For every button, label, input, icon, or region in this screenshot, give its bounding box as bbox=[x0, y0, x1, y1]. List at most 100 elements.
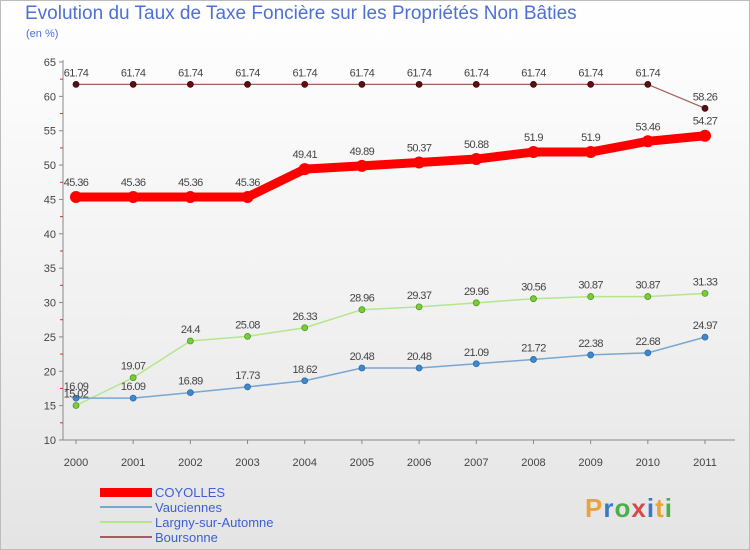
data-label-coyolles: 45.36 bbox=[64, 177, 89, 189]
data-point-largny-sur-automne bbox=[129, 374, 137, 382]
data-point-vauciennes bbox=[587, 351, 595, 359]
x-tick-label: 2002 bbox=[178, 457, 202, 469]
y-tick-label: 65 bbox=[44, 57, 56, 69]
data-label-largny-sur-automne: 25.08 bbox=[235, 319, 260, 331]
legend-label-largny: Largny-sur-Automne bbox=[155, 515, 274, 530]
y-tick-label: 40 bbox=[44, 229, 56, 241]
y-tick-label: 20 bbox=[44, 366, 56, 378]
data-label-largny-sur-automne: 15.02 bbox=[64, 388, 89, 400]
data-point-largny-sur-automne bbox=[587, 293, 595, 300]
data-label-vauciennes: 16.09 bbox=[121, 381, 146, 393]
data-label-coyolles: 49.89 bbox=[350, 146, 375, 158]
data-label-largny-sur-automne: 19.07 bbox=[121, 361, 146, 373]
data-point-boursonne bbox=[472, 81, 480, 88]
data-label-largny-sur-automne: 24.4 bbox=[181, 324, 200, 336]
data-label-coyolles: 51.9 bbox=[581, 132, 600, 144]
series-line-largny-sur-automne bbox=[75, 292, 706, 407]
logo-letter: r bbox=[603, 493, 615, 523]
data-point-coyolles bbox=[184, 190, 197, 203]
data-point-boursonne bbox=[72, 81, 80, 88]
data-point-coyolles bbox=[641, 135, 654, 148]
data-point-largny-sur-automne bbox=[644, 293, 652, 300]
legend-label-vauciennes: Vauciennes bbox=[155, 500, 222, 515]
chart-title: Evolution du Taux de Taxe Foncière sur l… bbox=[25, 3, 577, 24]
y-tick-label: 60 bbox=[44, 91, 56, 103]
logo-letter: i bbox=[646, 493, 656, 523]
data-point-coyolles bbox=[413, 156, 426, 169]
data-point-boursonne bbox=[186, 81, 194, 88]
data-point-coyolles bbox=[527, 146, 540, 159]
data-point-largny-sur-automne bbox=[72, 402, 80, 409]
y-tick-label: 35 bbox=[44, 263, 56, 275]
data-point-boursonne bbox=[587, 81, 595, 88]
data-label-boursonne: 61.74 bbox=[521, 67, 546, 79]
data-point-boursonne bbox=[244, 81, 251, 88]
data-label-vauciennes: 20.48 bbox=[407, 351, 432, 363]
data-point-boursonne bbox=[301, 81, 309, 88]
data-point-vauciennes bbox=[72, 394, 80, 402]
y-tick-label: 50 bbox=[44, 160, 56, 172]
data-label-coyolles: 45.36 bbox=[121, 177, 146, 189]
data-point-coyolles bbox=[699, 129, 711, 142]
x-tick-label: 2001 bbox=[121, 457, 145, 469]
y-tick-label: 55 bbox=[44, 126, 56, 138]
data-label-boursonne: 61.74 bbox=[350, 67, 375, 79]
data-point-boursonne bbox=[644, 81, 652, 88]
x-tick-label: 2007 bbox=[464, 457, 488, 469]
data-point-coyolles bbox=[584, 146, 597, 159]
x-tick-label: 2005 bbox=[350, 457, 374, 469]
data-label-coyolles: 53.46 bbox=[636, 121, 661, 133]
data-label-boursonne: 61.74 bbox=[578, 67, 603, 79]
data-point-vauciennes bbox=[186, 389, 194, 397]
data-label-coyolles: 49.41 bbox=[292, 149, 317, 161]
y-tick-label: 10 bbox=[44, 435, 56, 447]
legend-swatch-coyolles bbox=[100, 488, 152, 497]
legend-swatch-boursonne bbox=[100, 536, 152, 538]
x-tick-label: 2010 bbox=[636, 457, 660, 469]
legend-swatch-vauciennes bbox=[100, 506, 152, 508]
data-point-boursonne bbox=[701, 104, 709, 112]
data-point-largny-sur-automne bbox=[530, 295, 537, 303]
data-label-coyolles: 54.27 bbox=[693, 116, 718, 128]
data-point-coyolles bbox=[470, 153, 483, 166]
data-point-largny-sur-automne bbox=[358, 306, 366, 314]
logo-letter: P bbox=[585, 493, 604, 523]
x-tick-label: 2009 bbox=[578, 457, 602, 469]
data-label-vauciennes: 21.72 bbox=[521, 342, 546, 354]
chart-subtitle: (en %) bbox=[26, 28, 59, 40]
data-label-coyolles: 45.36 bbox=[178, 177, 203, 189]
legend-label-boursonne: Boursonne bbox=[155, 530, 218, 545]
data-label-boursonne: 58.26 bbox=[693, 91, 718, 103]
data-label-vauciennes: 22.38 bbox=[578, 338, 603, 350]
data-point-vauciennes bbox=[415, 364, 423, 372]
logo-letter: x bbox=[631, 493, 647, 523]
y-tick-label: 15 bbox=[44, 401, 56, 413]
data-label-largny-sur-automne: 26.33 bbox=[292, 311, 317, 323]
proxiti-logo: Proxiti bbox=[585, 493, 673, 524]
data-point-vauciennes bbox=[129, 394, 137, 402]
data-label-boursonne: 61.74 bbox=[64, 67, 89, 79]
x-tick-label: 2006 bbox=[407, 457, 431, 469]
data-point-vauciennes bbox=[358, 364, 366, 372]
data-label-vauciennes: 18.62 bbox=[292, 364, 317, 376]
data-label-largny-sur-automne: 28.96 bbox=[350, 293, 375, 305]
data-label-vauciennes: 22.68 bbox=[636, 336, 661, 348]
legend-label-coyolles: COYOLLES bbox=[155, 485, 226, 500]
data-label-largny-sur-automne: 30.87 bbox=[636, 280, 661, 292]
logo-letter: o bbox=[614, 493, 632, 523]
data-point-largny-sur-automne bbox=[186, 337, 194, 345]
y-tick-label: 45 bbox=[44, 194, 56, 206]
series-line-boursonne bbox=[75, 83, 706, 109]
data-label-vauciennes: 20.48 bbox=[350, 351, 375, 363]
data-point-boursonne bbox=[530, 81, 537, 88]
y-tick-label: 25 bbox=[44, 332, 56, 344]
x-tick-label: 2003 bbox=[235, 457, 259, 469]
data-label-largny-sur-automne: 31.33 bbox=[693, 276, 718, 288]
legend-swatch-largny bbox=[100, 521, 152, 523]
data-point-vauciennes bbox=[472, 360, 480, 368]
data-point-boursonne bbox=[358, 81, 366, 88]
data-point-coyolles bbox=[241, 190, 254, 203]
data-label-vauciennes: 17.73 bbox=[235, 370, 260, 382]
data-label-boursonne: 61.74 bbox=[407, 67, 432, 79]
